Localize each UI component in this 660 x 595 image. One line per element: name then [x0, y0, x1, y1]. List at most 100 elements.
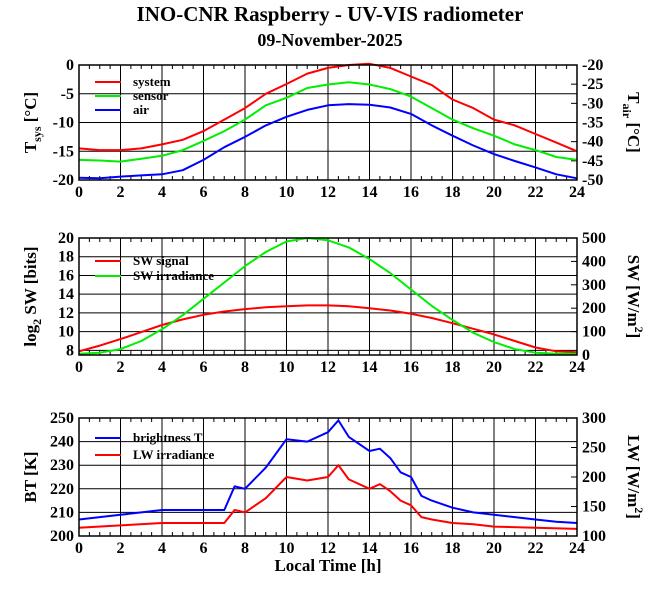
x-tick-label: 18: [445, 540, 461, 557]
y-right-tick-label: 200: [582, 469, 606, 486]
plot-frame: [78, 417, 578, 537]
x-tick-label: 18: [445, 359, 461, 376]
x-tick-label: 4: [158, 184, 166, 201]
y-left-tick-label: -15: [53, 143, 74, 160]
axis-label-subscript: sys: [30, 126, 44, 142]
legend-label: system: [133, 74, 171, 89]
series-line-system: [78, 62, 578, 153]
plot-frame: [78, 64, 578, 181]
y-right-tick-label: 250: [582, 440, 606, 457]
x-tick-label: 14: [362, 184, 378, 201]
x-tick-label: 22: [528, 540, 544, 557]
axis-label-unit-end: ]: [624, 513, 643, 519]
y-right-axis-label: LW [W/m2]: [624, 435, 646, 519]
y-left-tick-label: 18: [58, 249, 74, 266]
x-tick-label: 24: [569, 540, 585, 557]
legend-label: SW irradiance: [133, 268, 214, 283]
y-left-axis-label: Tsys [°C]: [21, 92, 44, 153]
x-tick-label: 10: [279, 540, 295, 557]
panel-1: 0 2 4 6 8 10 12 14 16 18 20 22 240-5-10-15-20-20-25-…: [53, 57, 604, 201]
axis-label-unit: [°C]: [21, 92, 40, 127]
axis-label-subscript: 2: [30, 319, 44, 325]
y-right-tick-label: -35: [582, 115, 603, 132]
series-line-lw-irradiance: [78, 464, 578, 530]
y-right-tick-label: -40: [582, 134, 603, 151]
y-left-tick-label: 0: [66, 57, 74, 74]
y-left-tick-label: 230: [50, 457, 74, 474]
y-right-tick-label: 300: [582, 277, 606, 294]
x-tick-label: 4: [158, 359, 166, 376]
x-tick-label: 12: [320, 540, 336, 557]
axis-label-superscript: 2: [632, 507, 646, 513]
axis-label-main: SW [W/m: [624, 255, 643, 327]
chart-subtitle: 09-November-2025: [257, 30, 403, 50]
y-left-tick-label: 20: [58, 230, 74, 247]
axis-label-main: log: [21, 324, 40, 346]
x-tick-label: 12: [320, 184, 336, 201]
y-left-tick-label: 220: [50, 481, 74, 498]
panel-3: 0 2 4 6 8 10 12 14 16 18 20 22 242502402302202102003…: [50, 410, 606, 557]
legend-label: brightness T: [133, 430, 203, 445]
y-left-tick-label: 200: [50, 528, 74, 545]
y-right-tick-label: 300: [582, 410, 606, 427]
x-tick-label: 14: [362, 359, 378, 376]
y-right-tick-label: 100: [582, 324, 606, 341]
y-right-tick-label: -45: [582, 153, 603, 170]
series-line-air: [78, 103, 578, 180]
x-tick-label: 8: [241, 184, 249, 201]
y-right-tick-label: -50: [582, 172, 603, 189]
x-tick-label: 2: [117, 540, 125, 557]
y-right-tick-label: -20: [582, 57, 603, 74]
x-tick-label: 12: [320, 359, 336, 376]
x-tick-label: 2: [117, 359, 125, 376]
axis-label-main: BT [K]: [21, 451, 40, 502]
axis-label-superscript: 2: [632, 327, 646, 333]
x-tick-label: 22: [528, 359, 544, 376]
y-right-axis-label: Tair [°C]: [620, 92, 643, 153]
x-tick-label: 6: [200, 540, 208, 557]
axis-label-main: T: [624, 92, 643, 104]
x-tick-label: 20: [486, 359, 502, 376]
y-left-axis-label: log2 SW [bits]: [21, 246, 44, 346]
x-tick-label: 16: [403, 540, 419, 557]
y-left-tick-label: 210: [50, 504, 74, 521]
x-tick-label: 2: [117, 184, 125, 201]
y-left-tick-label: -5: [61, 86, 74, 103]
y-left-tick-label: 14: [58, 286, 74, 303]
legend-label: air: [133, 102, 149, 117]
axis-label-unit: [°C]: [624, 118, 643, 153]
y-left-tick-label: 16: [58, 267, 74, 284]
y-left-tick-label: 12: [58, 305, 74, 322]
series-line-sensor: [78, 81, 578, 163]
x-tick-label: 10: [279, 359, 295, 376]
axis-label-unit: SW [bits]: [21, 246, 40, 318]
series-line-brightness-t: [78, 419, 578, 524]
x-tick-label: 8: [241, 359, 249, 376]
x-tick-label: 0: [75, 184, 83, 201]
plot-frame: [78, 237, 578, 356]
y-right-tick-label: 150: [582, 499, 606, 516]
x-tick-label: 8: [241, 540, 249, 557]
y-left-tick-label: 8: [66, 342, 74, 359]
x-tick-label: 0: [75, 540, 83, 557]
series-line-sw-irradiance: [78, 237, 577, 355]
legend-label: LW irradiance: [133, 447, 214, 462]
y-right-tick-label: 200: [582, 300, 606, 317]
x-tick-label: 18: [445, 184, 461, 201]
panel-2: 0 2 4 6 8 10 12 14 16 18 20 22 242018161412108500400…: [58, 230, 606, 376]
x-tick-label: 14: [362, 540, 378, 557]
y-left-tick-label: -20: [53, 172, 74, 189]
y-right-tick-label: -30: [582, 95, 603, 112]
series-line-sw-signal: [78, 304, 578, 354]
x-tick-label: 16: [403, 184, 419, 201]
x-tick-label: 6: [200, 184, 208, 201]
y-right-tick-label: 400: [582, 253, 606, 270]
x-tick-label: 20: [486, 540, 502, 557]
x-tick-label: 22: [528, 184, 544, 201]
y-right-tick-label: 500: [582, 230, 606, 247]
x-tick-label: 20: [486, 184, 502, 201]
x-axis-label: Local Time [h]: [274, 556, 381, 575]
legend-label: sensor: [133, 88, 169, 103]
y-right-tick-label: 0: [582, 347, 590, 364]
